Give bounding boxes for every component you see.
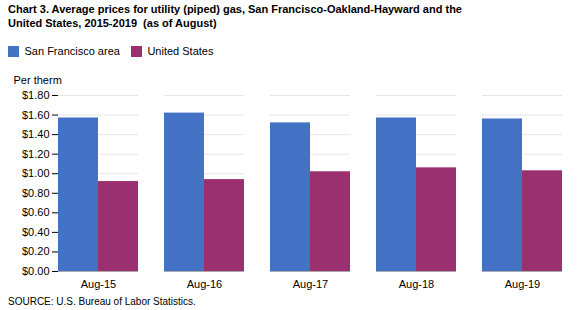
svg-text:Aug-18: Aug-18: [399, 278, 434, 290]
svg-text:Aug-17: Aug-17: [293, 278, 328, 290]
svg-text:Per therm: Per therm: [14, 74, 62, 86]
svg-text:$0.80: $0.80: [22, 187, 50, 199]
svg-text:Aug-19: Aug-19: [505, 278, 540, 290]
svg-text:$1.60: $1.60: [22, 109, 50, 121]
svg-text:$0.00: $0.00: [22, 265, 50, 277]
svg-text:$0.20: $0.20: [22, 245, 50, 257]
svg-text:$1.20: $1.20: [22, 148, 50, 160]
svg-text:$1.80: $1.80: [22, 89, 50, 101]
svg-text:$0.40: $0.40: [22, 226, 50, 238]
html-text:Chart 3. Average prices for ut: Chart 3. Average prices for utility (pip…: [8, 3, 462, 29]
svg-text:$0.60: $0.60: [22, 206, 50, 218]
svg-text:Aug-16: Aug-16: [187, 278, 222, 290]
svg-text:$1.00: $1.00: [22, 167, 50, 179]
svg-text:Aug-15: Aug-15: [81, 278, 116, 290]
svg-text:$1.40: $1.40: [22, 128, 50, 140]
html-text:United States: United States: [147, 45, 214, 57]
html-text:SOURCE: U.S. Bureau of Labor S: SOURCE: U.S. Bureau of Labor Statistics.: [8, 296, 196, 307]
html-text:San Francisco area: San Francisco area: [24, 45, 120, 57]
